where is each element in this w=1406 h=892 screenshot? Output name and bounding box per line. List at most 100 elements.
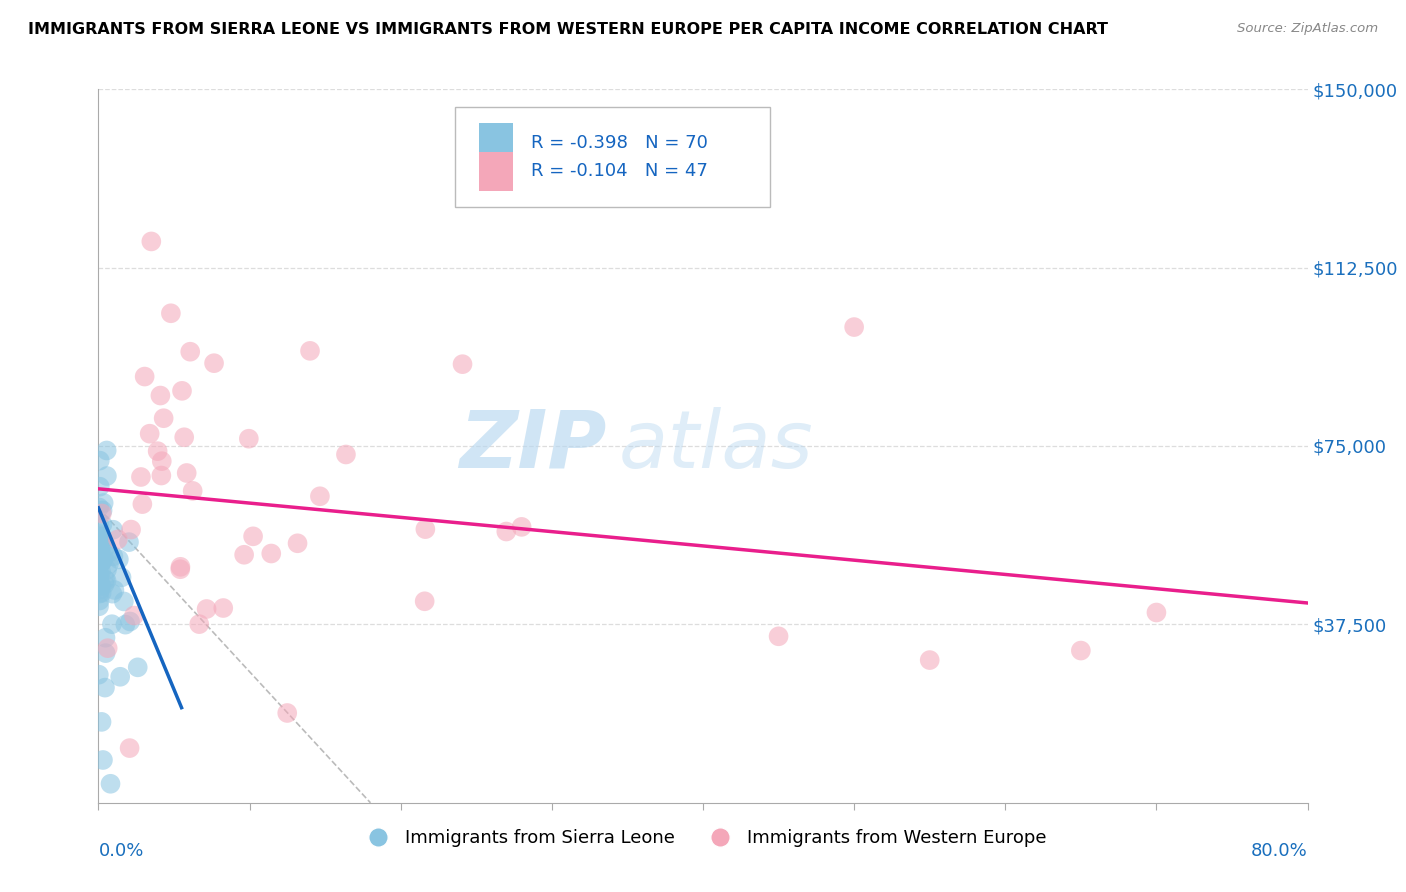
Point xyxy=(101,587,124,601)
Point xyxy=(176,466,198,480)
Legend: Immigrants from Sierra Leone, Immigrants from Western Europe: Immigrants from Sierra Leone, Immigrants… xyxy=(353,822,1053,855)
Point xyxy=(118,741,141,756)
Point xyxy=(146,444,169,458)
Text: ZIP: ZIP xyxy=(458,407,606,485)
Point xyxy=(100,777,122,791)
Point xyxy=(127,660,149,674)
Point xyxy=(87,599,110,614)
Point xyxy=(90,533,112,548)
Point xyxy=(1146,606,1168,620)
Point xyxy=(89,593,111,607)
Point xyxy=(309,489,332,503)
Point xyxy=(108,670,131,684)
Point xyxy=(1070,643,1092,657)
Point xyxy=(87,566,110,580)
Point xyxy=(120,615,142,629)
Point xyxy=(169,562,191,576)
Point xyxy=(134,369,156,384)
Point xyxy=(89,567,111,582)
Point xyxy=(90,553,112,567)
Point xyxy=(90,556,112,570)
Point xyxy=(238,432,260,446)
Point xyxy=(91,753,114,767)
Point xyxy=(91,517,114,532)
Point xyxy=(413,594,436,608)
Point xyxy=(93,541,115,556)
Point xyxy=(89,542,111,557)
Point xyxy=(87,580,110,594)
Text: IMMIGRANTS FROM SIERRA LEONE VS IMMIGRANTS FROM WESTERN EUROPE PER CAPITA INCOME: IMMIGRANTS FROM SIERRA LEONE VS IMMIGRAN… xyxy=(28,22,1108,37)
Text: atlas: atlas xyxy=(619,407,813,485)
Point xyxy=(101,617,124,632)
Point xyxy=(90,542,112,557)
Point xyxy=(131,497,153,511)
Point xyxy=(169,559,191,574)
Point xyxy=(96,469,118,483)
Point xyxy=(89,530,111,544)
Point xyxy=(114,617,136,632)
Point xyxy=(160,306,183,320)
Point xyxy=(918,653,941,667)
Point xyxy=(87,573,110,587)
Point xyxy=(103,549,125,564)
Point xyxy=(242,529,264,543)
Point xyxy=(103,582,125,597)
Point xyxy=(93,577,115,591)
Point xyxy=(96,563,118,577)
Text: Source: ZipAtlas.com: Source: ZipAtlas.com xyxy=(1237,22,1378,36)
Point xyxy=(94,631,117,645)
FancyBboxPatch shape xyxy=(456,107,769,207)
Point xyxy=(89,587,111,601)
Point xyxy=(90,565,112,579)
Point xyxy=(87,527,110,541)
Point xyxy=(97,641,120,656)
Point xyxy=(150,454,173,468)
Point xyxy=(335,448,357,462)
Point xyxy=(181,483,204,498)
Point xyxy=(138,426,160,441)
Point xyxy=(89,577,111,591)
Point xyxy=(96,443,118,458)
Point xyxy=(495,524,517,539)
Point xyxy=(90,529,112,543)
Point xyxy=(89,546,111,560)
Point xyxy=(91,535,114,549)
Point xyxy=(89,480,111,494)
Point xyxy=(212,601,235,615)
Text: 0.0%: 0.0% xyxy=(98,842,143,860)
Point xyxy=(152,411,174,425)
Point xyxy=(233,548,256,562)
Point xyxy=(260,547,283,561)
Point xyxy=(91,503,114,517)
Point xyxy=(415,522,437,536)
Point xyxy=(94,681,117,695)
Point xyxy=(87,541,110,556)
Point xyxy=(87,542,110,557)
Point xyxy=(112,594,135,608)
Point xyxy=(170,384,193,398)
Point xyxy=(299,343,322,358)
Point xyxy=(87,500,110,515)
Point xyxy=(179,344,201,359)
Point xyxy=(287,536,309,550)
Point xyxy=(87,544,110,558)
Point xyxy=(93,496,115,510)
Point xyxy=(101,523,124,537)
Point xyxy=(90,714,112,729)
FancyBboxPatch shape xyxy=(479,123,513,162)
Point xyxy=(141,235,163,249)
Point xyxy=(90,586,112,600)
Point xyxy=(89,577,111,591)
Point xyxy=(510,520,533,534)
Point xyxy=(120,523,142,537)
Point xyxy=(844,320,866,334)
Point xyxy=(90,578,112,592)
Point xyxy=(87,667,110,681)
Point xyxy=(202,356,225,370)
Point xyxy=(90,507,112,521)
Point xyxy=(89,536,111,550)
Point xyxy=(118,535,141,549)
Point xyxy=(150,468,173,483)
Point xyxy=(94,573,117,587)
Point xyxy=(87,540,110,554)
